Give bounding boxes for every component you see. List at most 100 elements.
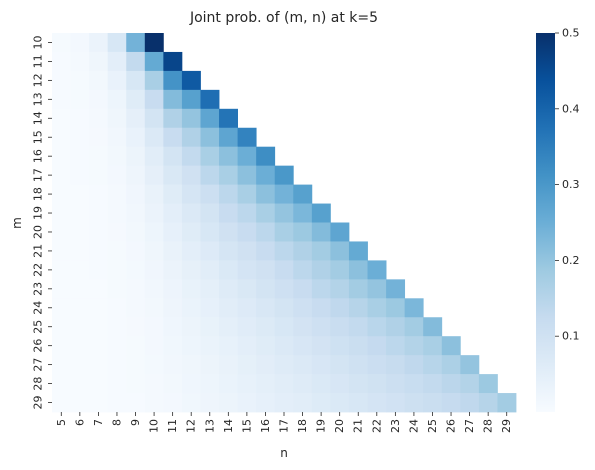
heatmap-cell	[126, 241, 146, 261]
heatmap-cell	[70, 184, 90, 204]
heatmap-cell	[200, 203, 220, 223]
heatmap-cell	[293, 279, 313, 299]
heatmap-cell	[237, 279, 257, 299]
heatmap-cell	[311, 336, 331, 356]
heatmap-cell	[144, 298, 164, 318]
heatmap-cell	[181, 108, 201, 129]
heatmap-cell	[219, 127, 238, 148]
heatmap-cell	[219, 203, 238, 223]
heatmap-cell	[256, 317, 276, 337]
heatmap-cell	[311, 279, 331, 299]
heatmap-cell	[423, 393, 443, 413]
heatmap-cell	[107, 51, 127, 72]
heatmap-cell	[107, 298, 127, 318]
x-tick-label: 17	[278, 419, 291, 433]
heatmap-cell	[237, 260, 257, 280]
heatmap-cell	[89, 203, 109, 223]
heatmap-cell	[367, 374, 387, 394]
heatmap-cell	[181, 355, 201, 375]
heatmap-cell	[163, 298, 183, 318]
colorbar-tick-label: 0.5	[562, 27, 580, 40]
heatmap-cell	[89, 70, 109, 91]
heatmap-cell	[107, 89, 127, 110]
heatmap-cell	[311, 298, 331, 318]
heatmap-cell	[144, 336, 164, 356]
heatmap-cell	[163, 51, 183, 72]
colorbar-tick-label: 0.3	[562, 178, 580, 191]
heatmap-cell	[181, 146, 201, 167]
heatmap-cell	[200, 355, 220, 375]
y-tick-label: 29	[32, 396, 45, 410]
heatmap-cell	[163, 393, 183, 413]
x-tick-label: 12	[185, 419, 198, 433]
heatmap-cell	[404, 355, 424, 375]
heatmap-cell	[70, 51, 90, 72]
heatmap-cell	[423, 355, 443, 375]
heatmap-cell	[237, 203, 257, 223]
heatmap-cell	[219, 298, 238, 318]
heatmap-cell	[237, 241, 257, 261]
heatmap-cell	[126, 260, 146, 280]
heatmap-cell	[219, 355, 238, 375]
heatmap-cell	[367, 260, 387, 280]
heatmap-cell	[200, 260, 220, 280]
heatmap-cell	[386, 298, 406, 318]
heatmap-cell	[163, 241, 183, 261]
heatmap-cell	[348, 374, 368, 394]
x-tick-label: 26	[445, 419, 458, 433]
heatmap-cell	[52, 298, 71, 318]
heatmap-cell	[330, 298, 350, 318]
heatmap-cell	[330, 279, 350, 299]
x-tick-label: 19	[315, 419, 328, 433]
heatmap-cell	[311, 355, 331, 375]
heatmap-cell	[311, 241, 331, 261]
heatmap-cell	[144, 374, 164, 394]
heatmap-cell	[256, 203, 276, 223]
heatmap-cell	[311, 374, 331, 394]
heatmap-cell	[200, 165, 220, 185]
heatmap-cell	[52, 33, 71, 53]
heatmap-cell	[89, 279, 109, 299]
heatmap-cell	[497, 393, 517, 413]
heatmap-cell	[181, 203, 201, 223]
x-tick-label: 15	[240, 419, 253, 433]
heatmap-cell	[237, 184, 257, 204]
heatmap-cell	[52, 222, 71, 242]
heatmap-cell	[107, 70, 127, 91]
heatmap-cell	[293, 241, 313, 261]
heatmap-cell	[181, 241, 201, 261]
y-tick-label: 25	[32, 320, 45, 334]
heatmap-cell	[256, 374, 276, 394]
heatmap-cell	[237, 165, 257, 185]
heatmap-cell	[89, 127, 109, 148]
heatmap-cell	[200, 184, 220, 204]
heatmap-cell	[274, 374, 294, 394]
heatmap-cell	[441, 393, 461, 413]
heatmap-cell	[256, 393, 276, 413]
heatmap-cell	[256, 222, 276, 242]
y-tick-label: 28	[32, 377, 45, 391]
heatmap-cell	[274, 279, 294, 299]
heatmap-cell	[200, 317, 220, 337]
heatmap-cell	[293, 203, 313, 223]
heatmap-cell	[293, 336, 313, 356]
heatmap-cell	[200, 146, 220, 167]
heatmap-cell	[163, 108, 183, 129]
heatmap-cell	[144, 108, 164, 129]
x-tick-label: 29	[500, 419, 513, 433]
heatmap-cell	[348, 336, 368, 356]
heatmap-cell	[89, 89, 109, 110]
x-tick-label: 16	[259, 419, 272, 433]
heatmap-cell	[70, 279, 90, 299]
heatmap-cell	[107, 317, 127, 337]
heatmap-cell	[89, 393, 109, 413]
heatmap-cell	[478, 393, 498, 413]
heatmap-cell	[311, 203, 331, 223]
heatmap-cell	[386, 336, 406, 356]
heatmap-cell	[256, 336, 276, 356]
heatmap-cell	[219, 108, 238, 129]
heatmap-cell	[126, 108, 146, 129]
heatmap-cell	[293, 260, 313, 280]
x-tick-label: 18	[296, 419, 309, 433]
